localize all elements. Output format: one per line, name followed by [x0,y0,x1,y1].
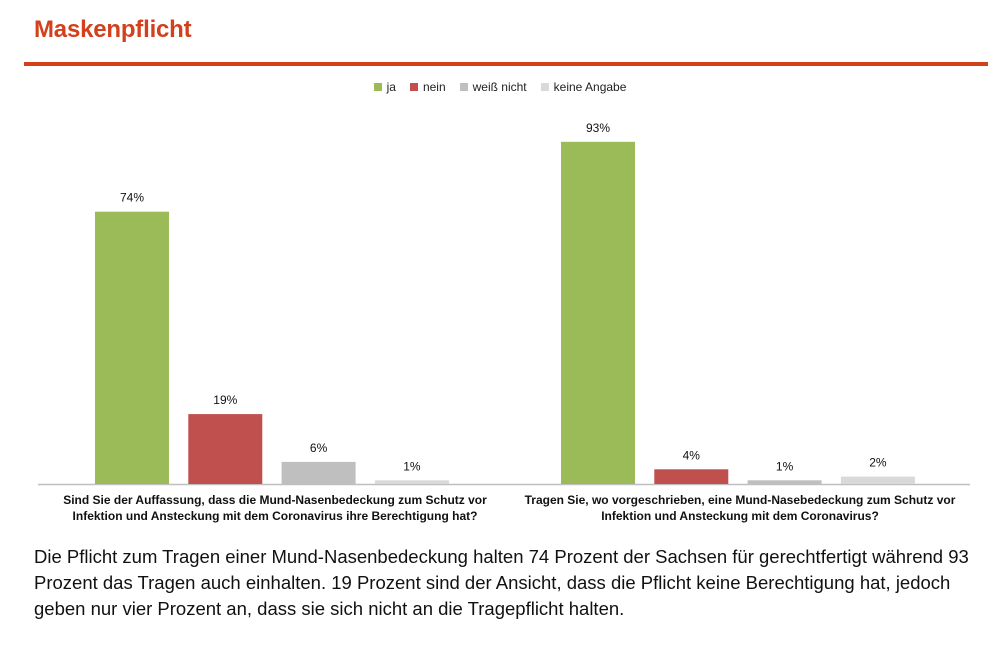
page-title: Maskenpflicht [34,16,192,43]
legend-swatch-ja [373,83,382,91]
legend-item-weiss-nicht: weiß nicht [459,80,527,94]
summary-text: Die Pflicht zum Tragen einer Mund-Nasenb… [34,546,969,619]
legend-label: nein [422,80,446,94]
data-label-q1-keine-Angabe: 1% [403,459,421,473]
data-label-q2-keine-Angabe: 2% [869,456,887,470]
legend-label: keine Angabe [553,80,627,94]
bar-q2-weiss-nicht [747,480,822,484]
data-label-q2-nein: 4% [683,448,701,462]
legend-item-nein: nein [409,80,446,94]
title-underline [24,62,988,66]
bar-q1-weiss-nicht [281,461,356,484]
data-label-q2-weiss-nicht: 1% [776,459,794,473]
question-2-label: Tragen Sie, wo vorgeschrieben, eine Mund… [524,493,956,523]
bar-q2-keine-Angabe [840,476,915,484]
data-label-q1-weiss-nicht: 6% [310,441,328,455]
bar-q1-ja [95,211,169,484]
data-label-q1-ja: 74% [120,191,144,205]
legend-swatch-weiss-nicht [459,83,468,91]
bar-q2-ja [561,141,635,485]
legend-item-ja: ja [373,80,396,94]
data-label-q1-nein: 19% [213,393,237,407]
legend-item-keine-angabe: keine Angabe [540,80,627,94]
legend-label: weiß nicht [472,80,527,94]
legend-swatch-nein [409,83,418,91]
data-label-q2-ja: 93% [586,121,610,135]
bar-q2-nein [654,469,729,484]
legend-label: ja [386,80,396,94]
chart-legend: ja nein weiß nicht keine Angabe [0,80,1000,94]
legend-swatch-keine-angabe [540,83,549,91]
question-1-label: Sind Sie der Auffassung, dass die Mund-N… [63,493,487,523]
bar-q1-nein [188,414,263,484]
bar-q1-keine-Angabe [374,480,449,484]
